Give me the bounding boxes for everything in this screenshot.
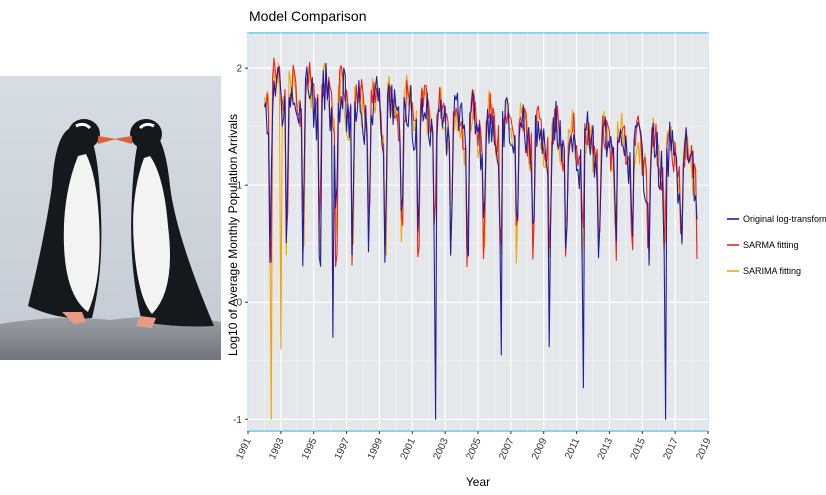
x-tick-label: 2019 <box>694 436 714 461</box>
x-axis-ticks: 1991 1993 1995 1997 1999 2001 2003 2005 2007 2009… <box>234 431 714 461</box>
x-tick-label: 2003 <box>431 436 451 461</box>
x-tick-label: 1993 <box>267 436 287 461</box>
x-tick-label: 1999 <box>366 436 386 461</box>
chart-title: Model Comparison <box>249 8 367 24</box>
y-tick-label: -1 <box>233 415 242 426</box>
x-tick-label: 1991 <box>234 436 254 461</box>
x-tick-label: 2001 <box>399 436 419 461</box>
legend-label: Original log-transformed <box>743 214 826 224</box>
y-axis-ticks: -1 0 1 2 <box>233 64 248 426</box>
x-tick-label: 2007 <box>497 436 517 461</box>
series-line <box>263 63 698 420</box>
series-line <box>263 57 698 268</box>
legend-label: SARMA fitting <box>743 240 799 250</box>
series-lines <box>263 57 698 420</box>
penguin-photo <box>0 76 221 360</box>
x-axis-label: Year <box>466 475 490 489</box>
legend-label: SARIMA fitting <box>743 266 801 276</box>
y-axis-label: Log10 of Average Monthly Population Arri… <box>226 114 240 356</box>
x-tick-label: 2011 <box>563 436 582 461</box>
y-tick-label: 0 <box>236 298 242 309</box>
x-tick-label: 2015 <box>629 436 649 461</box>
x-tick-label: 2009 <box>530 436 550 461</box>
x-tick-label: 1995 <box>300 436 320 461</box>
grid-lines <box>247 33 709 431</box>
x-tick-label: 2017 <box>661 436 681 461</box>
x-tick-label: 1997 <box>333 436 353 461</box>
x-tick-label: 2013 <box>596 436 616 461</box>
y-tick-label: 1 <box>236 181 242 192</box>
x-tick-label: 2005 <box>464 436 484 461</box>
legend: Original log-transformed SARMA fitting SAR… <box>724 208 826 280</box>
y-tick-label: 2 <box>236 64 242 75</box>
